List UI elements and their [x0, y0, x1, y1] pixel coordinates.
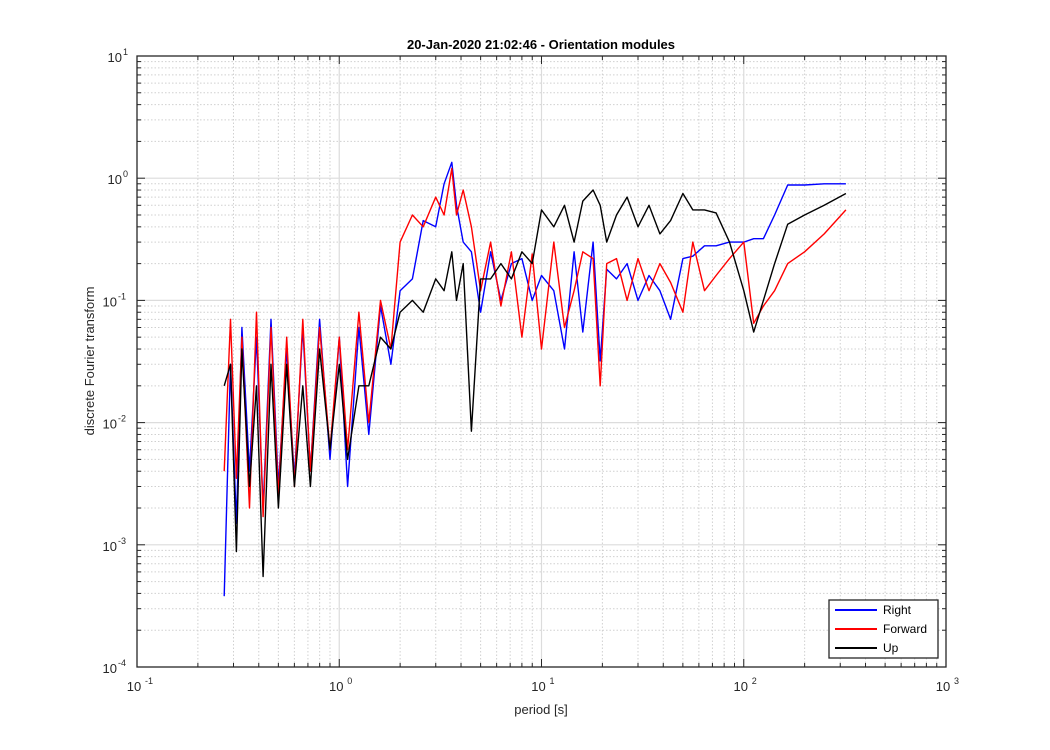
- y-tick-exponent: -2: [118, 414, 126, 424]
- y-tick-label: 10: [108, 50, 122, 65]
- x-tick-exponent: -1: [145, 676, 153, 686]
- x-tick-label: 10: [531, 679, 545, 694]
- series-layer: [223, 161, 847, 597]
- x-tick-label: 10: [127, 679, 141, 694]
- legend-label-up: Up: [883, 641, 899, 655]
- legend-label-right: Right: [883, 603, 912, 617]
- x-tick-label: 10: [936, 679, 950, 694]
- x-tick-label: 10: [329, 679, 343, 694]
- x-axis-label: period [s]: [514, 702, 567, 717]
- y-tick-exponent: 0: [123, 169, 128, 179]
- y-tick-label: 10: [103, 539, 117, 554]
- x-tick-exponent: 0: [347, 676, 352, 686]
- x-tick-exponent: 3: [954, 676, 959, 686]
- major-grid: [137, 56, 946, 667]
- series-line-up: [223, 189, 847, 578]
- y-tick-label: 10: [103, 417, 117, 432]
- y-axis-label: discrete Fourier transform: [82, 287, 97, 436]
- y-tick-exponent: 1: [123, 47, 128, 57]
- y-tick-exponent: -1: [118, 291, 126, 301]
- chart-title: 20-Jan-2020 21:02:46 - Orientation modul…: [407, 37, 675, 52]
- x-tick-label: 10: [734, 679, 748, 694]
- x-tick-labels: 10 -1 10 0 10 1 10 2 10 3: [127, 676, 959, 694]
- legend: Right Forward Up: [828, 599, 939, 659]
- legend-label-forward: Forward: [883, 622, 927, 636]
- y-tick-label: 10: [108, 172, 122, 187]
- x-tick-exponent: 1: [550, 676, 555, 686]
- minor-grid: [137, 56, 946, 667]
- y-tick-exponent: -4: [118, 658, 126, 668]
- axis-ticks: [136, 55, 947, 668]
- x-tick-exponent: 2: [752, 676, 757, 686]
- series-line-forward: [223, 167, 847, 518]
- y-tick-exponent: -3: [118, 536, 126, 546]
- y-tick-label: 10: [103, 294, 117, 309]
- y-tick-label: 10: [103, 661, 117, 676]
